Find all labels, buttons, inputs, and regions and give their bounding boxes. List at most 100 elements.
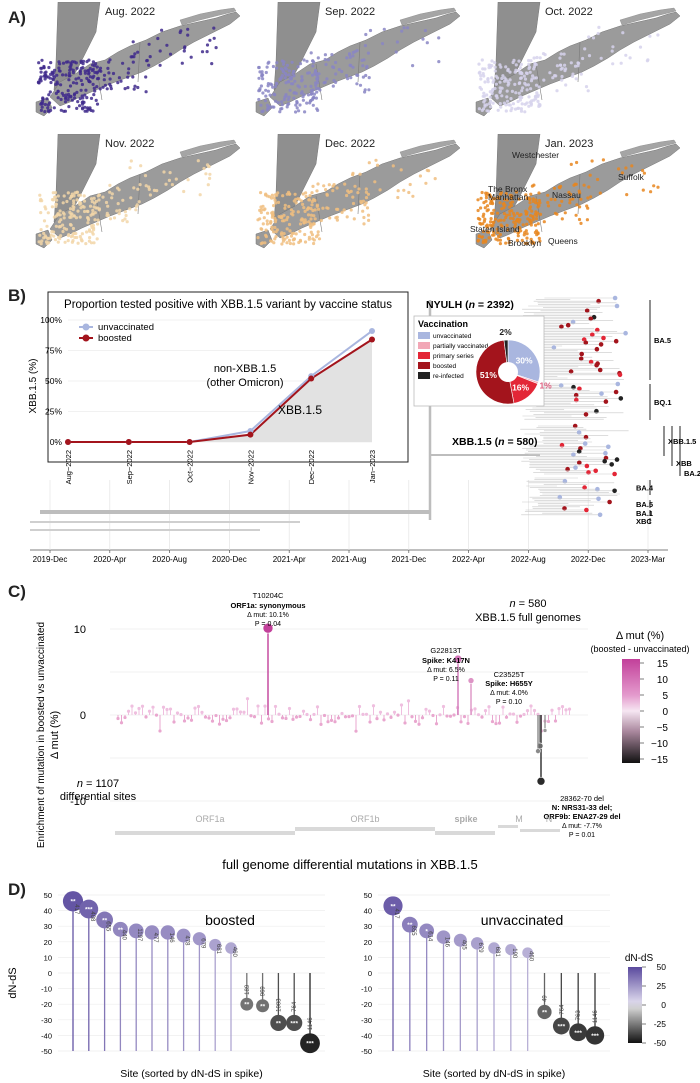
map-case-dot (505, 213, 509, 217)
map-case-dot (365, 66, 369, 70)
map-case-dot (316, 207, 321, 211)
map-case-dot (259, 103, 263, 107)
map-case-dot (186, 33, 190, 37)
map-case-dot (274, 99, 278, 103)
map-case-dot (340, 210, 344, 214)
map-case-dot (289, 212, 294, 216)
map-case-dot (86, 107, 90, 111)
map-case-dot (280, 242, 284, 246)
map-case-dot (517, 197, 521, 201)
tree-tip (586, 470, 591, 475)
map-case-dot (573, 182, 577, 186)
d-site-label: 49 (543, 995, 549, 1002)
map-case-dot (307, 235, 311, 239)
map-case-dot (534, 223, 538, 227)
map-county-line (95, 63, 103, 101)
map-case-dot (270, 193, 274, 197)
map-case-dot (531, 197, 535, 201)
map-case-dot (306, 206, 310, 210)
map-north-fork (619, 139, 677, 158)
tree-tip (584, 463, 590, 469)
map-case-dot (476, 239, 480, 243)
map-case-dot (368, 28, 373, 33)
inset-y-tick: 75% (45, 346, 62, 356)
map-case-dot (260, 241, 265, 245)
c-point (249, 714, 253, 718)
map-case-dot (72, 201, 76, 205)
map-case-dot (533, 62, 537, 66)
map-case-dot (437, 60, 441, 64)
map-case-dot (282, 97, 286, 102)
map-case-dot (500, 94, 504, 98)
map-case-dot (351, 65, 355, 69)
map-case-dot (322, 184, 326, 188)
tree-tip (601, 335, 606, 341)
map-case-dot (70, 60, 75, 64)
map-case-dot (491, 88, 495, 92)
map-case-dot (134, 208, 138, 212)
map-case-dot (54, 202, 58, 206)
map-case-dot (514, 190, 518, 194)
map-case-dot (84, 242, 88, 246)
map-case-dot (493, 65, 497, 69)
tree-tip (557, 494, 563, 500)
map-case-dot (504, 65, 508, 69)
inset-x-tick: Oct−2022 (186, 450, 195, 483)
c-point (546, 719, 551, 724)
map-case-dot (375, 163, 380, 167)
inset-y-tick: 0% (50, 437, 63, 447)
d-point (128, 923, 144, 939)
map-case-dot (529, 223, 533, 227)
map-case-dot (559, 52, 563, 56)
annotation-t10204c: T10204C ORF1a: synonymous Δ mut: 10.1% P… (230, 591, 305, 628)
map-county-line (315, 195, 323, 233)
map-case-dot (121, 219, 125, 223)
map-long-island (489, 11, 681, 107)
map-case-dot (287, 69, 291, 73)
tree-tip (559, 442, 565, 448)
map-case-dot (508, 213, 512, 217)
c-point (536, 712, 540, 716)
map-case-dot (75, 81, 79, 85)
c-point (168, 707, 173, 711)
map-case-dot (202, 166, 206, 171)
tree-tip (598, 342, 604, 347)
region-non-xbb: non-XBB.1.5 (214, 363, 276, 375)
map-case-dot (497, 219, 501, 223)
c-point (494, 721, 498, 726)
map-case-dot (336, 207, 340, 211)
map-case-dot (133, 52, 137, 56)
c-point (263, 704, 267, 708)
c-point (560, 705, 565, 709)
c-stems (116, 622, 572, 786)
map-case-dot (106, 66, 110, 70)
d-point-significance: ** (390, 903, 396, 910)
annot-1-l2: ORF1a: synonymous (230, 601, 305, 610)
map-case-dot (481, 94, 485, 98)
map-case-dot (477, 62, 481, 66)
tree-x-tick-label: 2021-Dec (391, 555, 426, 564)
map-case-dot (186, 27, 190, 31)
map-case-dot (264, 88, 268, 92)
d-point (256, 999, 270, 1013)
map-case-dot (66, 191, 70, 195)
map-case-dot (534, 97, 538, 101)
map-case-dot (76, 100, 80, 104)
map-case-dot (285, 105, 289, 109)
vax-legend-swatch (418, 342, 430, 349)
map-county-line (137, 41, 141, 83)
d-colorbar-ticks: 50 25 0 -25 -50 (642, 962, 666, 1048)
c-point (252, 715, 257, 719)
tree-tip (595, 486, 600, 492)
map-case-dot (92, 196, 96, 200)
map-case-dot (582, 183, 586, 187)
map-case-dot (508, 216, 513, 220)
map-case-dot (342, 208, 346, 212)
map-case-dot (293, 79, 297, 83)
c-point (273, 704, 278, 709)
map-north-fork (179, 139, 237, 158)
map-case-dot (500, 207, 504, 211)
map-case-dot (648, 34, 652, 38)
map-case-dot (293, 192, 297, 196)
vax-legend-swatch (418, 372, 430, 379)
